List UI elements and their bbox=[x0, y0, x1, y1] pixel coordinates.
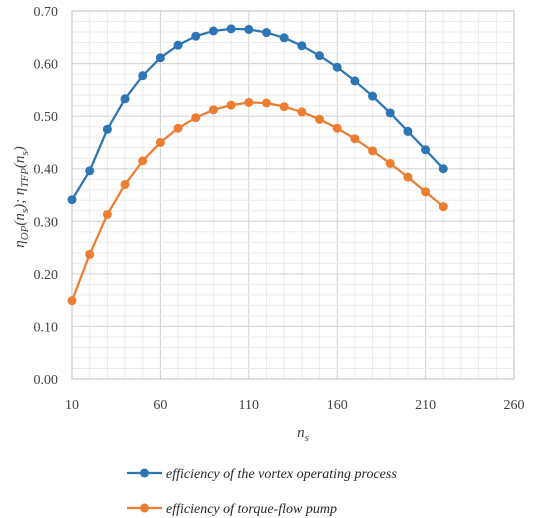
legend-marker-2 bbox=[140, 503, 149, 513]
data-point-series-2 bbox=[102, 209, 112, 219]
y-tick-label: 0.20 bbox=[34, 268, 59, 283]
data-point-series-1 bbox=[226, 24, 236, 34]
y-tick-label: 0.60 bbox=[34, 58, 59, 73]
y-axis-label: ηOP(ns); ηTFP(ns) bbox=[12, 146, 31, 247]
legend-marker-1 bbox=[140, 468, 149, 478]
series-line-1 bbox=[71, 27, 445, 201]
data-point-series-2 bbox=[350, 134, 360, 144]
data-point-series-1 bbox=[244, 24, 254, 34]
data-point-series-2 bbox=[332, 123, 342, 133]
x-tick-label: 60 bbox=[153, 398, 167, 413]
data-point-series-2 bbox=[67, 296, 77, 306]
data-point-series-1 bbox=[421, 145, 431, 155]
data-point-series-1 bbox=[368, 91, 378, 101]
data-point-series-1 bbox=[67, 195, 77, 205]
data-point-series-1 bbox=[279, 33, 289, 43]
data-point-series-2 bbox=[315, 114, 325, 124]
x-tick-label: 10 bbox=[65, 398, 79, 413]
data-point-series-1 bbox=[120, 94, 130, 104]
data-point-series-1 bbox=[332, 62, 342, 72]
data-point-series-2 bbox=[438, 202, 448, 212]
data-point-series-2 bbox=[297, 107, 307, 117]
data-point-series-2 bbox=[208, 105, 218, 115]
data-point-series-1 bbox=[297, 41, 307, 51]
y-tick-label: 0.00 bbox=[34, 373, 59, 388]
data-point-series-2 bbox=[85, 249, 95, 259]
data-point-series-2 bbox=[261, 98, 271, 108]
series-points bbox=[67, 24, 448, 306]
series-lines bbox=[70, 27, 445, 302]
x-axis-label: ns bbox=[297, 425, 309, 444]
series-line-2 bbox=[70, 101, 444, 302]
data-point-series-2 bbox=[368, 146, 378, 156]
x-tick-label: 110 bbox=[239, 398, 259, 413]
data-point-series-2 bbox=[120, 179, 130, 189]
data-point-series-2 bbox=[155, 137, 165, 147]
data-point-series-1 bbox=[138, 71, 148, 81]
data-point-series-2 bbox=[385, 158, 395, 168]
y-tick-label: 0.40 bbox=[34, 163, 59, 178]
data-point-series-2 bbox=[279, 102, 289, 112]
data-point-series-1 bbox=[438, 164, 448, 174]
data-point-series-2 bbox=[421, 187, 431, 197]
data-point-series-1 bbox=[102, 124, 112, 134]
data-point-series-2 bbox=[138, 156, 148, 166]
y-tick-label: 0.30 bbox=[34, 215, 59, 230]
x-tick-label: 260 bbox=[504, 398, 525, 413]
legend-label-2: efficiency of torque-flow pump bbox=[166, 502, 337, 517]
data-point-series-2 bbox=[403, 172, 413, 182]
x-tick-label: 160 bbox=[327, 398, 348, 413]
data-point-series-2 bbox=[244, 97, 254, 107]
x-axis-ticks: 10 60 110 160 210 260 bbox=[65, 398, 525, 413]
data-point-series-1 bbox=[191, 31, 201, 41]
y-axis-ticks: 0.00 0.10 0.20 0.30 0.40 0.50 0.60 0.70 bbox=[34, 5, 59, 388]
data-point-series-1 bbox=[385, 108, 395, 118]
data-point-series-2 bbox=[173, 123, 183, 133]
data-point-series-2 bbox=[191, 113, 201, 123]
data-point-series-1 bbox=[315, 51, 325, 61]
plot-area-border bbox=[71, 10, 515, 380]
data-point-series-1 bbox=[261, 28, 271, 38]
y-tick-label: 0.10 bbox=[34, 320, 59, 335]
data-point-series-1 bbox=[208, 26, 218, 36]
data-point-series-1 bbox=[403, 126, 413, 136]
x-tick-label: 210 bbox=[415, 398, 436, 413]
data-point-series-1 bbox=[85, 166, 95, 176]
data-point-series-1 bbox=[173, 40, 183, 50]
chart-legend: efficiency of the vortex operating proce… bbox=[127, 467, 397, 517]
y-tick-label: 0.50 bbox=[34, 110, 59, 125]
chart-grid bbox=[71, 10, 515, 380]
data-point-series-1 bbox=[350, 76, 360, 86]
data-point-series-1 bbox=[155, 53, 165, 63]
data-point-series-2 bbox=[226, 100, 236, 110]
legend-label-1: efficiency of the vortex operating proce… bbox=[166, 467, 397, 482]
y-tick-label: 0.70 bbox=[34, 5, 59, 20]
